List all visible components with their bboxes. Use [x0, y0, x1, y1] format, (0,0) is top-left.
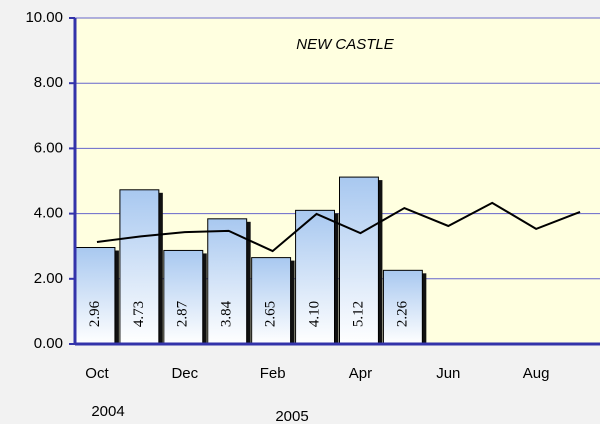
value-label: 4.10 — [306, 301, 322, 327]
value-label: 5.12 — [350, 301, 366, 327]
x-tick-label: Aug — [523, 365, 550, 382]
year-label: 2005 — [275, 408, 308, 424]
year-label: 2004 — [91, 403, 124, 420]
y-tick-label: 6.00 — [34, 139, 63, 156]
x-tick-label: Jun — [436, 365, 460, 382]
value-label: 3.84 — [219, 300, 235, 327]
x-tick-label: Feb — [260, 365, 286, 382]
chart-title: NEW CASTLE — [296, 36, 395, 53]
bar — [119, 189, 160, 345]
bar — [339, 176, 379, 345]
y-tick-label: 0.00 — [34, 335, 63, 352]
line — [96, 201, 581, 253]
value-label: 2.26 — [394, 300, 410, 327]
value-label: 2.87 — [175, 300, 191, 327]
bar — [207, 218, 248, 345]
bar — [382, 269, 423, 345]
bar — [75, 247, 116, 345]
value-label: 2.96 — [87, 300, 103, 327]
bar — [163, 249, 204, 345]
y-tick-label: 10.00 — [25, 9, 63, 26]
value-label: 4.73 — [131, 301, 147, 327]
value-label: 2.65 — [263, 301, 279, 327]
y-tick-label: 8.00 — [34, 74, 63, 91]
y-tick-label: 2.00 — [34, 270, 63, 287]
x-tick-label: Apr — [349, 365, 372, 382]
bar — [251, 257, 292, 345]
x-tick-label: Dec — [171, 365, 198, 382]
x-tick-label: Oct — [85, 365, 109, 382]
y-tick-label: 4.00 — [34, 205, 63, 222]
